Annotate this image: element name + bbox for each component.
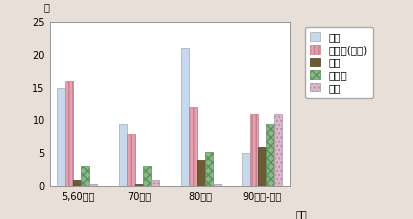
Bar [135,184,142,186]
Bar [57,88,65,186]
Bar [188,107,196,186]
Bar [127,134,135,186]
Bar [89,184,97,186]
Bar [119,124,127,186]
Bar [273,114,281,186]
Text: 회: 회 [43,2,50,12]
Text: 시기: 시기 [295,209,307,219]
Bar [204,152,212,186]
Bar [81,166,89,186]
Bar [151,180,159,186]
Bar [257,147,266,186]
Bar [242,153,249,186]
Bar [212,184,220,186]
Bar [249,114,257,186]
Bar [196,160,204,186]
Legend: 신강, 감숭성(청해), 영하, 내몽고, 기타: 신강, 감숭성(청해), 영하, 내몽고, 기타 [304,27,372,98]
Bar [142,166,151,186]
Bar [266,124,273,186]
Bar [73,180,81,186]
Bar [180,48,188,186]
Bar [65,81,73,186]
